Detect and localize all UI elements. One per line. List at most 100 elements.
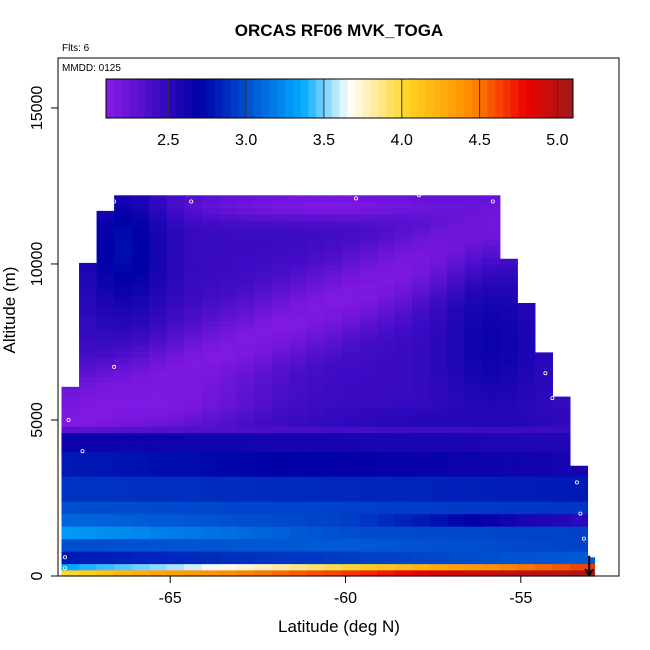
heatmap-cell [342, 451, 361, 459]
heatmap-cell [271, 507, 291, 515]
heatmap-cell [79, 444, 98, 452]
heatmap-cell [359, 463, 378, 471]
heatmap-cell [482, 494, 501, 502]
heatmap-cell [271, 376, 291, 384]
heatmap-cell [377, 457, 396, 465]
heatmap-cell [499, 507, 518, 515]
heatmap-cell [517, 307, 536, 315]
heatmap-cell [166, 207, 185, 215]
heatmap-cell [482, 332, 501, 340]
heatmap-cell [131, 370, 150, 377]
heatmap-cell [271, 307, 291, 315]
heatmap-cell [149, 557, 168, 565]
heatmap-cell [447, 532, 466, 540]
heatmap-cell [271, 207, 291, 215]
heatmap-cell [61, 463, 80, 471]
heatmap-cell [377, 288, 396, 296]
heatmap-cell [447, 563, 466, 571]
heatmap-cell [219, 438, 238, 446]
heatmap-cell [289, 438, 308, 446]
heatmap-cell [166, 388, 185, 396]
heatmap-cell [131, 551, 150, 558]
heatmap-cell [61, 386, 80, 390]
heatmap-cell [534, 438, 553, 446]
heatmap-cell [254, 488, 273, 496]
heatmap-cell [166, 419, 185, 427]
heatmap-cell [166, 519, 185, 527]
heatmap-cell [482, 476, 501, 483]
heatmap-cell [79, 526, 98, 533]
heatmap-cell [96, 457, 115, 465]
heatmap-cell [447, 507, 466, 515]
heatmap-cell [131, 569, 150, 577]
heatmap-cell [324, 257, 343, 265]
heatmap-cell [569, 557, 589, 565]
heatmap-cell [359, 469, 378, 477]
heatmap-cell [201, 457, 220, 465]
heatmap-cell [254, 276, 273, 284]
heatmap-cell [219, 557, 238, 565]
heatmap-cell [131, 544, 150, 552]
heatmap-cell [289, 482, 308, 490]
heatmap-cell [534, 419, 553, 427]
heatmap-cell [289, 544, 308, 552]
heatmap-cell [271, 488, 291, 496]
heatmap-cell [219, 532, 238, 540]
heatmap-cell [482, 238, 501, 246]
heatmap-cell [412, 263, 431, 271]
heatmap-cell [149, 207, 168, 215]
heatmap-cell [61, 438, 80, 446]
x-axis-label: Latitude (deg N) [278, 617, 400, 636]
heatmap-cell [394, 320, 413, 327]
heatmap-cell [166, 438, 185, 446]
heatmap-cell [131, 238, 150, 246]
heatmap-cell [306, 557, 326, 565]
heatmap-cell [377, 526, 396, 533]
heatmap-cell [236, 532, 255, 540]
heatmap-cell [464, 232, 483, 240]
heatmap-cell [306, 388, 326, 396]
heatmap-cell [271, 201, 291, 209]
heatmap-cell [359, 382, 378, 390]
heatmap-cell [236, 238, 255, 246]
heatmap-cell [149, 444, 168, 452]
colorbar-segment [308, 79, 317, 118]
heatmap-cell [552, 396, 571, 402]
heatmap-cell [271, 501, 291, 508]
heatmap-cell [184, 220, 203, 228]
heatmap-cell [342, 263, 361, 271]
heatmap-cell [166, 326, 185, 334]
heatmap-cell [377, 519, 396, 527]
heatmap-cell [149, 538, 168, 546]
heatmap-cell [79, 320, 98, 327]
heatmap-cell [219, 257, 238, 265]
heatmap-cell [394, 488, 413, 496]
heatmap-cell [412, 201, 431, 209]
heatmap-cell [464, 494, 483, 502]
heatmap-cell [184, 307, 203, 315]
heatmap-cell [429, 419, 448, 427]
heatmap-cell [482, 345, 501, 352]
heatmap-cell [447, 438, 466, 446]
heatmap-cell [114, 563, 133, 571]
heatmap-cell [447, 526, 466, 533]
flight-point [490, 199, 495, 204]
heatmap-cell [552, 482, 571, 490]
heatmap-cell [201, 451, 220, 459]
heatmap-cell [447, 501, 466, 508]
heatmap-cell [201, 526, 220, 533]
heatmap-cell [201, 195, 220, 203]
heatmap-cell [131, 357, 150, 365]
heatmap-cell [324, 282, 343, 290]
heatmap-cell [306, 245, 326, 253]
heatmap-cell [96, 438, 115, 446]
heatmap-cell [569, 488, 589, 496]
heatmap-cell [184, 357, 203, 365]
heatmap-cell [201, 395, 220, 402]
heatmap-cell [306, 351, 326, 359]
heatmap-cell [342, 345, 361, 352]
colorbar-segment [362, 79, 372, 118]
heatmap-cell [447, 388, 466, 396]
heatmap-cell [149, 201, 168, 209]
heatmap-cell [271, 270, 291, 278]
